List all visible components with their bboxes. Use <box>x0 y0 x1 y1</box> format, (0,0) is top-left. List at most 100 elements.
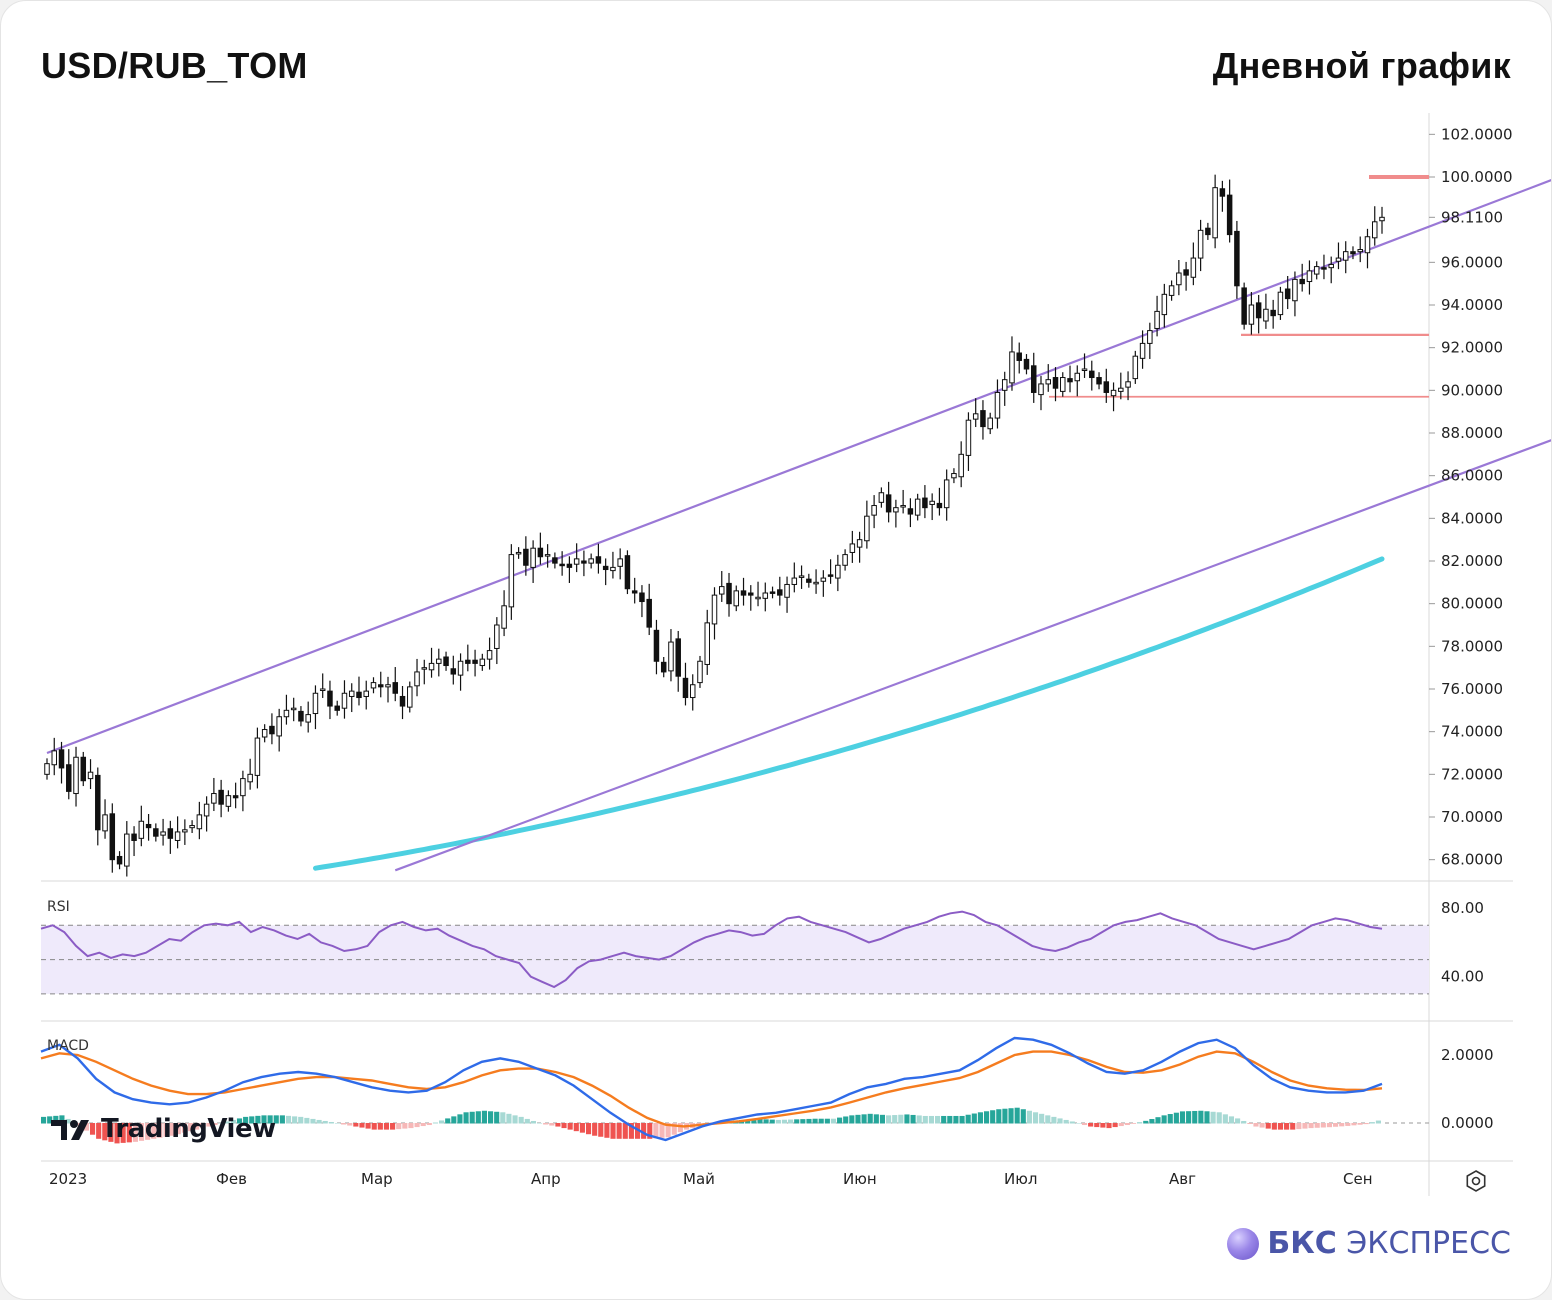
candle-up-body <box>1139 342 1146 359</box>
candle <box>733 585 740 612</box>
candle-up-body <box>1118 387 1124 392</box>
candle-up-body <box>385 684 391 688</box>
macd-histogram-bar <box>628 1123 634 1139</box>
macd-histogram-bar <box>1357 1123 1363 1125</box>
candle <box>1335 242 1342 270</box>
macd-histogram-bar <box>353 1123 359 1127</box>
macd-histogram-bar <box>47 1116 53 1124</box>
price-tick-label: 78.0000 <box>1441 637 1503 655</box>
candle <box>203 796 210 832</box>
candle-down-body <box>660 661 667 673</box>
candle-up-body <box>1074 372 1081 382</box>
macd-histogram-bar <box>175 1123 181 1135</box>
macd-histogram-bar <box>41 1116 47 1124</box>
candle-down-body <box>1089 370 1095 379</box>
macd-histogram-bar <box>1198 1110 1204 1124</box>
candle-down-body <box>726 582 732 605</box>
macd-histogram-bar <box>1063 1119 1069 1124</box>
candle-up-body <box>856 539 863 548</box>
candle-down-body <box>907 508 914 515</box>
macd-histogram-bar <box>1137 1122 1143 1124</box>
macd-histogram-bar <box>169 1123 175 1136</box>
macd-histogram-bar <box>469 1111 475 1124</box>
candle <box>610 551 616 579</box>
macd-histogram-bar <box>1002 1108 1008 1124</box>
candle-down-body <box>145 823 152 829</box>
candle-up-body <box>1161 293 1168 316</box>
candle-up-body <box>44 763 50 775</box>
macd-histogram-bar <box>916 1115 922 1124</box>
candle <box>1306 260 1313 295</box>
price-tick-label: 88.0000 <box>1441 424 1503 442</box>
candle <box>544 544 551 568</box>
candle <box>1371 206 1378 246</box>
macd-histogram-bar <box>224 1121 230 1124</box>
macd-histogram-bar <box>347 1123 353 1126</box>
moving-average-layer <box>313 556 1385 871</box>
macd-histogram-bar <box>1075 1123 1081 1124</box>
macd-histogram-bar <box>806 1118 812 1124</box>
price-tick-label: 76.0000 <box>1441 680 1503 698</box>
candle <box>704 609 710 675</box>
candle <box>1379 206 1385 234</box>
candle-up-body <box>414 671 420 687</box>
candle-down-body <box>1016 352 1022 361</box>
macd-histogram-bar <box>1235 1118 1241 1124</box>
candle-up-body <box>73 756 79 795</box>
candle <box>653 619 660 675</box>
candle <box>95 767 101 846</box>
candle-up-body <box>1132 355 1139 380</box>
candle-down-body <box>131 833 137 841</box>
candle-down-body <box>1103 381 1110 393</box>
candle <box>777 576 783 606</box>
candle <box>501 590 507 637</box>
candle <box>1248 291 1255 335</box>
macd-histogram-bar <box>1314 1123 1320 1128</box>
candle-up-body <box>211 793 217 804</box>
candle-up-body <box>174 831 181 841</box>
candle-down-body <box>1052 377 1059 389</box>
candle-up-body <box>290 707 297 711</box>
candle-down-body <box>1270 309 1276 317</box>
macd-histogram-bar <box>830 1118 837 1124</box>
candle-up-body <box>407 686 413 708</box>
macd-histogram-bar <box>212 1123 218 1126</box>
macd-histogram-bar <box>1130 1123 1137 1124</box>
candle-up-body <box>319 688 326 691</box>
macd-histogram-bar <box>359 1123 365 1128</box>
candle-up-body <box>1009 351 1015 384</box>
candle <box>494 617 500 665</box>
macd-label: MACD <box>47 1038 89 1054</box>
candle-down-body <box>559 563 565 567</box>
macd-histogram-bar <box>1308 1123 1314 1129</box>
candle <box>407 681 413 713</box>
macd-histogram-bar <box>292 1116 298 1124</box>
macd-histogram-bar <box>200 1123 206 1129</box>
candle-down-body <box>1067 378 1073 383</box>
candle-down-body <box>1284 288 1291 300</box>
macd-histogram-bar <box>561 1123 567 1129</box>
candle-up-body <box>182 829 188 833</box>
time-tick-label: Июл <box>1004 1170 1037 1188</box>
macd-histogram-bar <box>310 1118 316 1124</box>
candle <box>1270 299 1276 329</box>
candle-up-body <box>1263 308 1269 322</box>
candle <box>537 532 544 565</box>
macd-histogram-bar <box>481 1110 487 1124</box>
macd-histogram-bar <box>1186 1111 1192 1124</box>
candle <box>276 708 282 752</box>
candle <box>798 565 805 589</box>
settings-gear-icon[interactable] <box>1466 1170 1486 1192</box>
macd-histogram-bar <box>439 1120 445 1124</box>
candle-up-body <box>1212 187 1218 239</box>
candle <box>965 412 972 471</box>
macd-histogram-bar <box>1179 1111 1186 1124</box>
macd-pane: MACD 2.0000 0.0000 <box>40 1036 1494 1144</box>
candle <box>660 657 667 678</box>
macd-histogram-bar <box>665 1123 671 1138</box>
candle <box>160 818 166 846</box>
macd-histogram-bar <box>1290 1123 1296 1130</box>
price-tick-label: 98.1100 <box>1441 208 1503 226</box>
candle-down-body <box>269 725 275 735</box>
